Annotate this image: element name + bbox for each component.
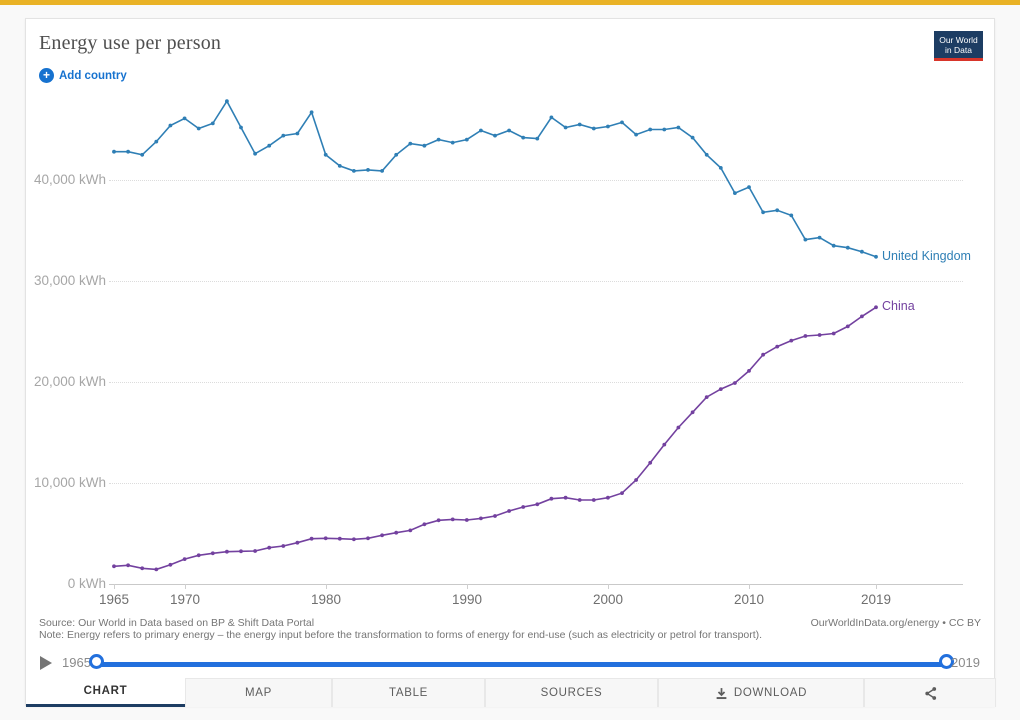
x-tick-label: 1990 xyxy=(451,592,483,607)
owid-logo-line2: in Data xyxy=(945,45,972,56)
tab-table-label: TABLE xyxy=(388,687,429,699)
note-text: Note: Energy refers to primary energy – … xyxy=(39,629,763,641)
download-icon xyxy=(715,687,728,700)
y-tick-label: 30,000 kWh xyxy=(33,273,106,288)
x-tick xyxy=(876,584,877,589)
gridline-10000 xyxy=(109,483,963,484)
x-axis-line xyxy=(109,584,963,585)
x-tick-label: 2010 xyxy=(733,592,765,607)
series-label-united-kingdom[interactable]: United Kingdom xyxy=(882,248,971,263)
attribution-text: OurWorldInData.org/energy • CC BY xyxy=(810,617,981,629)
tab-download-label: DOWNLOAD xyxy=(733,687,808,699)
y-tick-label: 10,000 kWh xyxy=(33,475,106,490)
x-tick-label: 1965 xyxy=(98,592,130,607)
x-tick-label: 1970 xyxy=(169,592,201,607)
timeline-start-year: 1965 xyxy=(62,655,91,670)
add-country-button[interactable]: + Add country xyxy=(39,68,127,83)
x-tick xyxy=(114,584,115,589)
x-tick-label: 1980 xyxy=(310,592,342,607)
share-icon xyxy=(923,686,938,701)
y-tick-label: 20,000 kWh xyxy=(33,374,106,389)
source-text: Source: Our World in Data based on BP & … xyxy=(39,617,315,629)
tab-chart[interactable]: CHART xyxy=(26,678,185,707)
timeline-slider-track[interactable] xyxy=(96,662,946,667)
tab-sources-label: SOURCES xyxy=(540,687,603,699)
chart-plot-area[interactable]: 0 kWh 10,000 kWh 20,000 kWh 30,000 kWh 4… xyxy=(26,19,996,707)
tab-chart-label: CHART xyxy=(83,685,128,697)
timeline-handle-end[interactable] xyxy=(939,653,954,669)
x-tick-label: 2000 xyxy=(592,592,624,607)
tab-bar: CHART MAP TABLE SOURCES DOWNLOAD xyxy=(26,678,996,707)
x-tick xyxy=(608,584,609,589)
tab-share[interactable] xyxy=(864,678,996,707)
y-tick-label: 40,000 kWh xyxy=(33,172,106,187)
gridline-30000 xyxy=(109,281,963,282)
play-icon[interactable] xyxy=(40,656,52,670)
plus-icon: + xyxy=(39,68,54,83)
tab-map[interactable]: MAP xyxy=(185,678,332,707)
timeline: 1965 2019 xyxy=(26,651,996,677)
tab-sources[interactable]: SOURCES xyxy=(485,678,658,707)
timeline-end-year: 2019 xyxy=(951,655,980,670)
owid-logo[interactable]: Our World in Data xyxy=(934,31,983,62)
tab-table[interactable]: TABLE xyxy=(332,678,485,707)
site-top-bar xyxy=(0,0,1020,5)
add-country-label: Add country xyxy=(59,69,127,82)
tab-download[interactable]: DOWNLOAD xyxy=(658,678,864,707)
timeline-handle-start[interactable] xyxy=(89,653,104,669)
page-title: Energy use per person xyxy=(39,32,222,54)
x-tick xyxy=(185,584,186,589)
gridline-40000 xyxy=(109,180,963,181)
series-label-china[interactable]: China xyxy=(882,299,915,314)
x-tick xyxy=(749,584,750,589)
x-tick xyxy=(467,584,468,589)
data-series-lines xyxy=(112,99,878,572)
chart-card: Energy use per person + Add country Our … xyxy=(25,18,996,707)
gridline-20000 xyxy=(109,382,963,383)
x-tick xyxy=(326,584,327,589)
y-tick-label: 0 kWh xyxy=(67,576,106,591)
x-tick-label: 2019 xyxy=(860,592,892,607)
owid-logo-line1: Our World xyxy=(939,35,978,45)
tab-map-label: MAP xyxy=(244,687,273,699)
